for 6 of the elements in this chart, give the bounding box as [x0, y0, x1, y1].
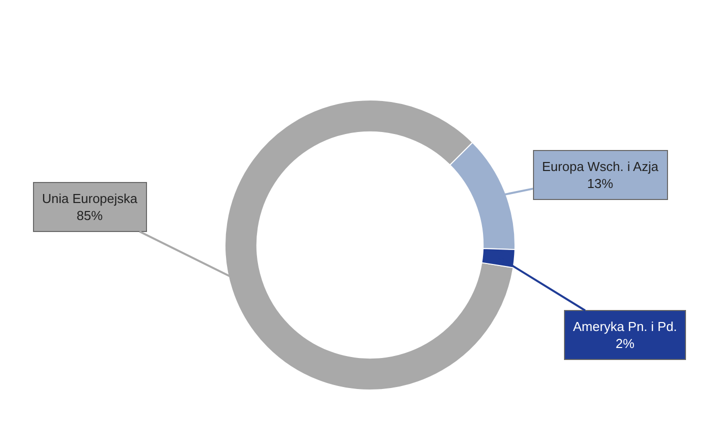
- data-label: 13%: [587, 176, 614, 191]
- data-label: 85%: [76, 208, 104, 223]
- slice-label: Europa Wsch. i Azja: [542, 159, 660, 174]
- data-label: 2%: [616, 336, 635, 351]
- slice-label: Unia Europejska: [42, 191, 138, 206]
- slice-label: Ameryka Pn. i Pd.: [573, 319, 678, 334]
